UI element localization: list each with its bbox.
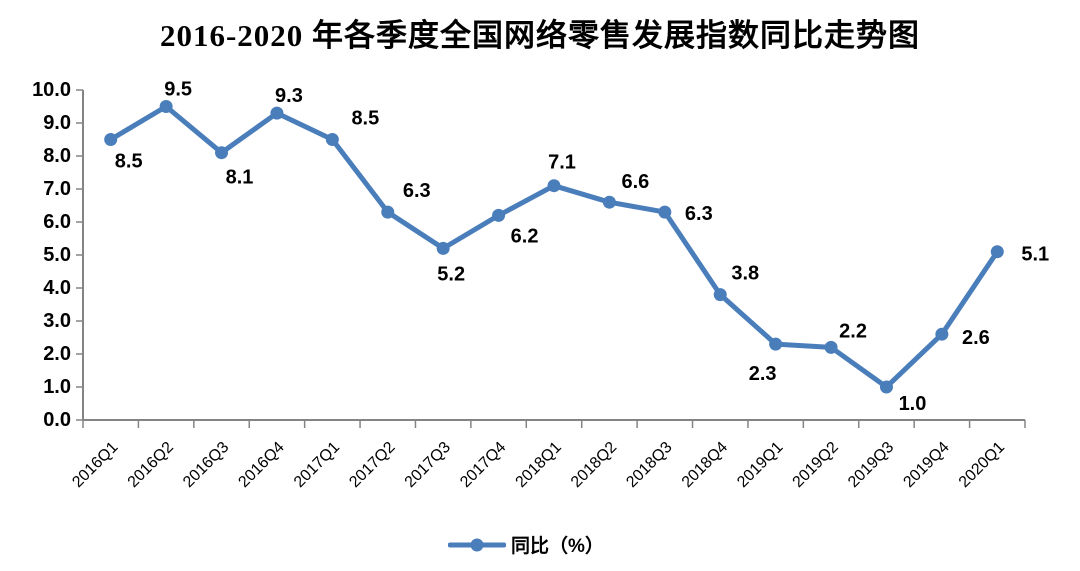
y-axis-tick-label: 1.0	[43, 376, 71, 398]
x-axis-tick-label: 2019Q3	[845, 439, 897, 491]
x-axis-tick-label: 2019Q2	[790, 439, 842, 491]
data-point	[159, 100, 173, 113]
data-label: 2.2	[839, 320, 867, 342]
chart-title: 2016-2020 年各季度全国网络零售发展指数同比走势图	[159, 18, 921, 53]
data-label: 3.8	[731, 263, 759, 285]
data-label: 7.1	[548, 152, 576, 174]
data-label: 1.0	[899, 393, 927, 415]
x-axis-tick-label: 2018Q2	[568, 439, 620, 491]
data-label: 9.5	[164, 79, 192, 101]
data-point	[492, 208, 506, 222]
x-axis-tick-label: 2016Q3	[180, 439, 232, 491]
x-axis-tick-label: 2016Q2	[125, 439, 177, 491]
x-axis-tick-label: 2020Q1	[956, 439, 1008, 491]
data-point	[215, 146, 229, 160]
data-point	[436, 241, 450, 255]
data-point	[547, 179, 561, 193]
data-point	[381, 205, 395, 219]
x-axis-tick-label: 2018Q4	[679, 439, 731, 491]
data-label: 6.6	[622, 171, 650, 193]
y-axis-tick-label: 0.0	[43, 409, 71, 431]
x-axis-tick-label: 2018Q3	[623, 439, 675, 491]
data-label: 6.3	[685, 203, 713, 225]
data-label: 5.1	[1021, 244, 1049, 266]
data-label: 8.5	[115, 151, 143, 173]
data-point	[713, 288, 727, 302]
data-point	[325, 133, 339, 146]
x-axis-tick-label: 2017Q2	[346, 439, 398, 491]
x-axis-tick-label: 2017Q3	[402, 439, 454, 491]
x-axis-tick-label: 2016Q1	[69, 439, 121, 491]
data-point	[104, 133, 118, 146]
data-label: 6.2	[511, 225, 539, 247]
data-point	[990, 245, 1004, 259]
x-axis-tick-label: 2019Q4	[900, 439, 952, 491]
y-axis-tick-label: 7.0	[43, 178, 71, 200]
y-axis-tick-label: 3.0	[43, 310, 71, 332]
data-point	[935, 327, 949, 341]
data-label: 9.3	[275, 85, 303, 107]
data-label: 8.1	[226, 167, 254, 189]
data-label: 2.3	[749, 363, 777, 385]
x-axis-tick-label: 2017Q1	[291, 439, 343, 491]
y-axis-tick-label: 6.0	[43, 211, 71, 233]
data-point	[769, 337, 783, 351]
series-line	[108, 104, 1000, 390]
data-label: 6.3	[403, 180, 431, 202]
data-point	[879, 380, 893, 394]
x-axis-tick-label: 2019Q1	[734, 439, 786, 491]
data-point	[658, 205, 672, 219]
legend: 同比（%）	[0, 531, 1080, 558]
data-point	[824, 340, 838, 354]
y-axis-tick-label: 2.0	[43, 343, 71, 365]
y-axis-tick-label: 5.0	[43, 244, 71, 266]
x-axis-tick-label: 2017Q4	[457, 439, 509, 491]
y-axis-tick-label: 8.0	[43, 145, 71, 167]
data-label: 8.5	[351, 108, 379, 130]
data-point	[270, 106, 284, 120]
legend-line-marker-icon	[448, 538, 507, 551]
x-axis-tick-label: 2018Q1	[513, 439, 565, 491]
data-point	[602, 195, 616, 209]
x-axis-tick-label: 2016Q4	[235, 439, 287, 491]
y-axis-tick-label: 9.0	[43, 112, 71, 134]
y-axis-tick-label: 10.0	[32, 79, 71, 101]
y-axis-tick-label: 4.0	[43, 277, 71, 299]
data-label: 5.2	[437, 263, 465, 285]
data-label: 2.6	[962, 327, 990, 349]
legend-label: 同比（%）	[511, 536, 604, 557]
legend-entry: 同比（%）	[448, 531, 604, 558]
